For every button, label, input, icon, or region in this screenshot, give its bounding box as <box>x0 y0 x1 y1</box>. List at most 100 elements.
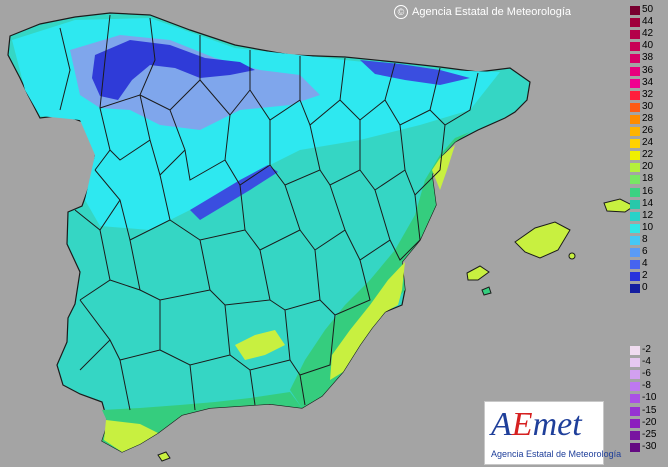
legend-entry: 2 <box>630 270 666 282</box>
hot-coast-valencia <box>432 145 455 190</box>
legend-entry: 44 <box>630 16 666 28</box>
legend-swatch <box>630 18 640 28</box>
legend-label: 0 <box>642 282 648 294</box>
legend-label: 8 <box>642 233 648 245</box>
legend-swatch <box>630 442 640 452</box>
legend-label: 20 <box>642 161 654 173</box>
legend-entry: -8 <box>630 380 666 392</box>
legend-swatch <box>630 139 640 149</box>
legend-label: 2 <box>642 270 648 282</box>
ibiza <box>466 265 490 281</box>
warm-coast-east <box>290 132 470 408</box>
copyright-text: Agencia Estatal de Meteorología <box>412 6 571 18</box>
mallorca <box>514 221 571 259</box>
legend-swatch <box>630 284 640 294</box>
legend-label: 36 <box>642 64 654 76</box>
coldest-central-range <box>190 165 278 220</box>
legend-label: -15 <box>642 404 657 416</box>
temperature-legend: 50 44 42 40 38 36 34 32 30 28 26 24 22 20 18 16 14 12 10 8 6… <box>630 4 666 466</box>
legend-label: 4 <box>642 258 648 270</box>
copyright-notice: © Agencia Estatal de Meteorología <box>394 5 571 19</box>
legend-swatch <box>630 151 640 161</box>
legend-entry: 14 <box>630 198 666 209</box>
hot-inland-guadalquivir <box>235 330 285 360</box>
legend-swatch <box>630 54 640 64</box>
legend-swatch <box>630 394 640 404</box>
aemet-logo-subtitle: Agencia Estatal de Meteorología <box>491 449 622 459</box>
legend-label: 12 <box>642 209 654 221</box>
legend-entry: -2 <box>630 345 666 355</box>
legend-swatch <box>630 42 640 52</box>
legend-label: 6 <box>642 246 648 257</box>
legend-entry: 10 <box>630 221 666 233</box>
legend-entry: 40 <box>630 40 666 52</box>
legend-swatch <box>630 382 640 392</box>
legend-label: 28 <box>642 112 654 124</box>
legend-swatch <box>630 358 640 368</box>
legend-label: 24 <box>642 137 654 149</box>
legend-swatch <box>630 175 640 185</box>
legend-entry: -4 <box>630 357 666 368</box>
legend-entry: -30 <box>630 440 666 452</box>
legend-entry: 6 <box>630 246 666 257</box>
legend-swatch <box>630 235 640 245</box>
legend-entry: 30 <box>630 100 666 112</box>
legend-swatch <box>630 346 640 355</box>
aemet-logo-wordmark: AEmet <box>491 406 582 443</box>
province-borders <box>59 14 479 411</box>
legend-swatch <box>630 30 640 40</box>
legend-entry: 8 <box>630 233 666 245</box>
legend-entry: 50 <box>630 4 666 15</box>
legend-entry: 38 <box>630 52 666 64</box>
legend-entry: -15 <box>630 404 666 416</box>
legend-label: -30 <box>642 440 657 452</box>
legend-label: 22 <box>642 149 654 161</box>
legend-label: -20 <box>642 416 657 428</box>
legend-swatch <box>630 430 640 440</box>
legend-swatch <box>630 248 640 257</box>
legend-swatch <box>630 102 640 112</box>
legend-entry: 22 <box>630 149 666 161</box>
legend-label: 32 <box>642 88 654 100</box>
legend-swatch <box>630 370 640 380</box>
hot-coast-south <box>104 420 158 452</box>
aemet-logo: AEmet Agencia Estatal de Meteorología <box>484 401 621 465</box>
legend-entry: 32 <box>630 88 666 100</box>
legend-label: 42 <box>642 28 654 40</box>
cabrera <box>568 252 576 260</box>
legend-swatch <box>630 223 640 233</box>
legend-entry: -25 <box>630 429 666 440</box>
legend-entry: 12 <box>630 209 666 221</box>
legend-swatch <box>630 66 640 76</box>
legend-label: 50 <box>642 4 654 15</box>
legend-entry: 36 <box>630 64 666 76</box>
legend-entry: 18 <box>630 173 666 185</box>
legend-label: 30 <box>642 100 654 112</box>
legend-entry: 28 <box>630 112 666 124</box>
legend-swatch <box>630 90 640 100</box>
legend-label: -6 <box>642 368 651 380</box>
legend-label: 10 <box>642 221 654 233</box>
legend-swatch <box>630 211 640 221</box>
legend-label: 40 <box>642 40 654 52</box>
legend-label: 18 <box>642 173 654 185</box>
legend-entry: 24 <box>630 137 666 149</box>
legend-swatch <box>630 114 640 124</box>
legend-entry: 20 <box>630 161 666 173</box>
legend-swatch <box>630 199 640 209</box>
legend-entry: 0 <box>630 282 666 294</box>
legend-swatch <box>630 187 640 197</box>
legend-swatch <box>630 127 640 136</box>
legend-label: 16 <box>642 185 654 197</box>
legend-label: -8 <box>642 380 651 392</box>
hot-coast-alicante <box>330 262 405 380</box>
legend-entry: -20 <box>630 416 666 428</box>
legend-label: 44 <box>642 16 654 28</box>
copyright-icon: © <box>394 5 408 19</box>
legend-label: -10 <box>642 392 657 404</box>
legend-label: 26 <box>642 125 654 136</box>
legend-label: 38 <box>642 52 654 64</box>
legend-entry: 4 <box>630 258 666 270</box>
